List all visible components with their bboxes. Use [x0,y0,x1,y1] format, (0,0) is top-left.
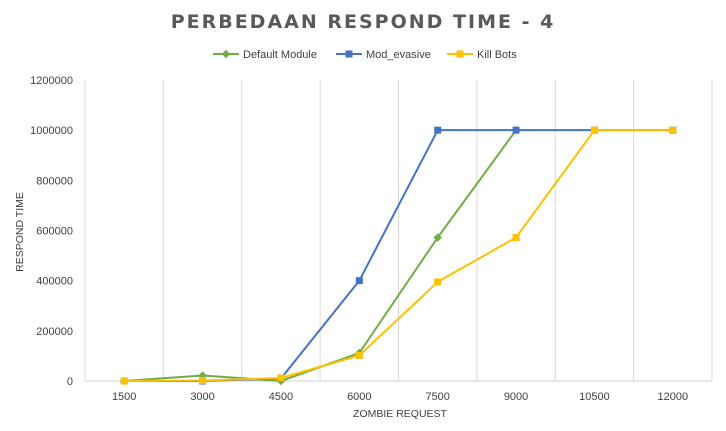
y-axis-label: RESPOND TIME [14,192,26,272]
x-tick-label: 12000 [658,391,689,403]
series-kill-bots [120,126,677,385]
y-tick-label: 800000 [36,175,73,187]
data-point [277,374,285,382]
legend-marker [456,50,464,58]
data-point [434,278,442,286]
legend-item: Default Module [213,49,317,61]
data-point [512,126,520,134]
vertical-gridlines [84,80,713,381]
y-tick-label: 600000 [36,226,73,238]
data-point [434,126,442,134]
x-tick-label: 6000 [347,391,371,403]
x-tick-label: 7500 [425,391,449,403]
data-point [590,126,598,134]
x-tick-label: 1500 [112,391,136,403]
legend-label: Kill Bots [477,49,517,61]
y-axis-ticks: 0 200000 400000 600000 800000 1000000 1200000 [30,75,73,388]
legend-marker [221,49,231,59]
y-tick-label: 200000 [36,326,73,338]
data-point [433,233,442,242]
y-tick-label: 1200000 [30,75,73,87]
chart-title: PERBEDAAN RESPOND TIME - 4 [171,11,556,33]
series-group [119,125,677,386]
x-tick-label: 4500 [269,391,293,403]
y-tick-label: 400000 [36,276,73,288]
data-point [355,277,363,285]
data-point [355,351,363,359]
series-line-kill-bots [124,129,673,382]
data-point [120,377,128,385]
legend-marker [345,50,353,58]
x-axis-ticks: 1500 3000 4500 6000 7500 9000 10500 12000 [112,391,688,403]
x-axis-label: ZOMBIE REQUEST [353,408,448,420]
y-tick-label: 0 [67,376,73,388]
x-tick-label: 3000 [190,391,214,403]
legend-label: Mod_evasive [366,49,431,61]
data-point [198,371,207,380]
x-tick-label: 10500 [579,391,610,403]
x-tick-label: 9000 [504,391,528,403]
data-point [669,126,677,134]
legend-label: Default Module [243,49,317,61]
legend-item: Mod_evasive [336,49,431,61]
data-point [199,376,207,384]
y-tick-label: 1000000 [30,125,73,137]
legend-item: Kill Bots [447,49,517,61]
data-point [512,234,520,242]
legend: Default Module Mod_evasive Kill Bots [213,49,517,61]
